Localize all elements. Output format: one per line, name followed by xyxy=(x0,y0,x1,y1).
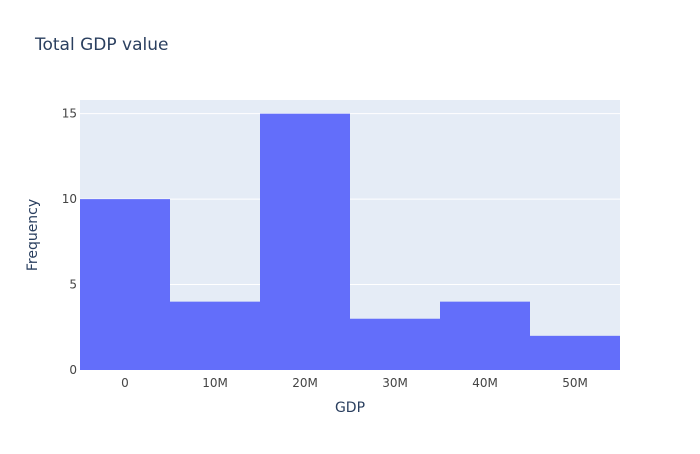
y-axis-title: Frequency xyxy=(25,199,41,271)
x-tick-label: 0 xyxy=(121,376,129,390)
x-tick-label: 10M xyxy=(202,376,228,390)
histogram-bar xyxy=(440,301,530,370)
y-tick-label: 10 xyxy=(62,192,77,206)
x-tick-label: 50M xyxy=(562,376,588,390)
histogram-bar xyxy=(80,199,170,370)
x-tick-label: 30M xyxy=(382,376,408,390)
x-axis-ticks: 0 10M 20M 30M 40M 50M xyxy=(121,376,588,390)
y-tick-label: 0 xyxy=(69,363,77,377)
y-axis-ticks: 0 5 10 15 xyxy=(62,107,77,377)
histogram-bar xyxy=(530,335,620,370)
y-tick-label: 15 xyxy=(62,107,77,121)
bars xyxy=(80,113,620,370)
y-tick-label: 5 xyxy=(69,278,77,292)
chart-title: Total GDP value xyxy=(34,35,168,55)
histogram-bar xyxy=(260,113,350,370)
x-tick-label: 20M xyxy=(292,376,318,390)
histogram-bar xyxy=(170,301,260,370)
histogram-bar xyxy=(350,318,440,370)
x-tick-label: 40M xyxy=(472,376,498,390)
x-axis-title: GDP xyxy=(335,400,365,416)
